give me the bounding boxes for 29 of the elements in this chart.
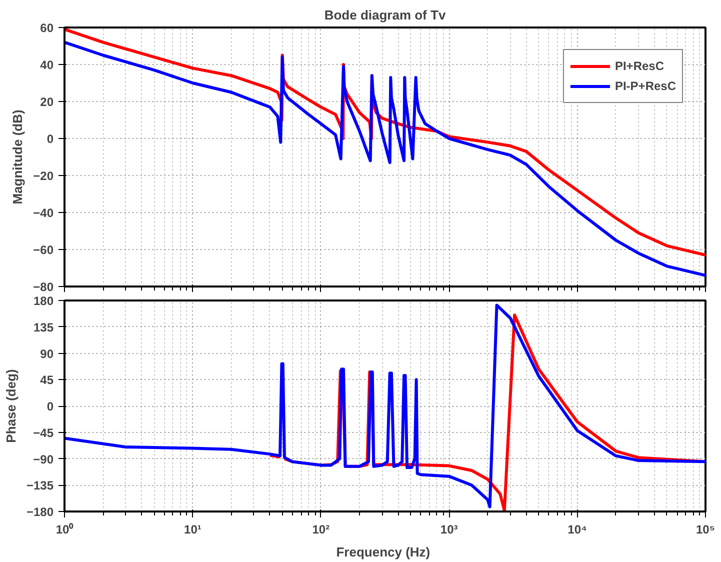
x-tick-label: 10² [312,522,330,536]
y-tick-label: 0 [46,132,54,146]
y-tick-label: 60 [40,21,54,35]
x-tick-label: 10⁴ [568,522,588,536]
y-axis-title: Magnitude (dB) [10,110,26,204]
y-tick-label: −90 [33,452,54,466]
y-tick-label: −20 [33,169,54,183]
y-tick-label: −135 [26,478,54,493]
y-tick-label: −45 [33,426,54,440]
x-tick-label: 10¹ [184,522,202,536]
legend-label: PI+ResC [614,59,664,73]
chart-title: Bode diagram of Tv [324,8,446,22]
y-tick-label: 20 [40,95,54,109]
y-tick-label: −40 [33,206,54,220]
y-tick-label: 180 [33,294,54,308]
y-tick-label: 90 [40,346,54,361]
y-tick-label: −60 [33,243,54,257]
x-tick-label: 10³ [440,522,458,536]
y-tick-label: −180 [26,505,54,519]
y-tick-label: 45 [40,373,54,388]
y-tick-label: −80 [33,280,54,294]
legend-label: PI-P+ResC [614,79,676,93]
y-tick-label: 0 [46,400,54,414]
x-tick-label: 10⁰ [56,522,74,536]
y-tick-label: 40 [40,58,54,72]
x-axis-title: Frequency (Hz) [336,544,430,560]
x-tick-label: 10⁵ [696,522,715,536]
y-tick-label: 135 [33,320,54,334]
y-axis-title: Phase (deg) [3,369,18,443]
